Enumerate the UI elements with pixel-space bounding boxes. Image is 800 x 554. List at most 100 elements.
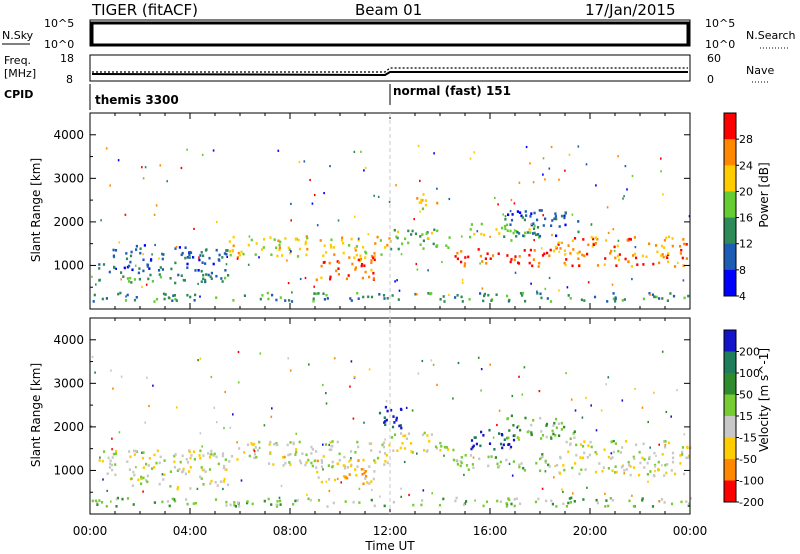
data-cell xyxy=(513,202,516,205)
data-cell xyxy=(328,448,331,452)
data-cell xyxy=(297,238,300,242)
data-cell xyxy=(158,273,161,276)
data-cell xyxy=(617,449,620,453)
data-cell xyxy=(615,470,618,474)
data-cell xyxy=(455,459,458,462)
data-cell xyxy=(603,263,606,266)
data-cell xyxy=(202,273,205,277)
data-cell xyxy=(478,457,481,461)
data-cell xyxy=(510,258,513,261)
data-cell xyxy=(146,264,150,267)
data-cell xyxy=(673,472,677,476)
data-cell xyxy=(158,482,161,486)
data-cell xyxy=(401,242,404,246)
data-cell xyxy=(350,299,353,302)
data-cell xyxy=(164,293,167,296)
data-cell xyxy=(544,470,547,473)
data-cell xyxy=(281,456,285,459)
data-cell xyxy=(472,444,475,448)
data-cell xyxy=(552,432,555,436)
data-cell xyxy=(494,456,497,459)
data-cell xyxy=(225,252,228,256)
data-cell xyxy=(117,159,120,162)
data-cell xyxy=(506,294,509,298)
data-cell xyxy=(142,253,144,256)
data-cell xyxy=(373,255,376,258)
data-cell xyxy=(299,277,302,281)
data-cell xyxy=(199,357,202,360)
data-cell xyxy=(344,500,347,503)
data-cell xyxy=(383,297,386,300)
data-cell xyxy=(374,461,377,464)
data-cell xyxy=(259,352,262,355)
data-cell xyxy=(647,420,649,424)
data-cell xyxy=(270,503,273,506)
data-cell xyxy=(213,406,216,409)
data-cell xyxy=(424,199,428,202)
data-cell xyxy=(252,448,255,452)
time-tick-label: 00:00 xyxy=(73,524,108,538)
data-cell xyxy=(541,455,544,458)
data-cell xyxy=(506,254,509,257)
data-cell xyxy=(554,434,557,437)
data-cell xyxy=(664,440,667,443)
data-cell xyxy=(178,246,181,249)
data-cell xyxy=(125,252,128,255)
data-cell xyxy=(177,273,180,277)
data-cell xyxy=(526,231,529,234)
data-cell xyxy=(573,436,576,439)
data-cell xyxy=(201,153,204,156)
data-cell xyxy=(363,421,365,424)
data-cell xyxy=(481,260,484,263)
data-cell xyxy=(163,297,166,301)
data-cell xyxy=(370,295,374,299)
data-cell xyxy=(534,233,538,237)
data-cell xyxy=(460,456,463,459)
data-cell xyxy=(322,455,325,458)
data-cell xyxy=(197,282,199,285)
data-cell xyxy=(236,257,239,260)
data-cell xyxy=(343,464,347,468)
data-cell xyxy=(309,498,312,502)
data-cell xyxy=(601,469,604,473)
data-cell xyxy=(436,244,439,247)
data-cell xyxy=(304,240,308,244)
data-cell xyxy=(553,476,555,479)
data-cell xyxy=(225,263,228,266)
data-cell xyxy=(626,188,628,191)
data-cell xyxy=(653,391,655,394)
data-cell xyxy=(287,453,290,457)
data-cell xyxy=(628,499,631,503)
data-cell xyxy=(169,470,172,473)
data-cell xyxy=(229,250,232,253)
data-cell xyxy=(333,253,336,256)
data-cell xyxy=(459,464,462,468)
data-cell xyxy=(572,248,575,251)
data-cell xyxy=(551,219,554,222)
data-cell xyxy=(571,264,574,268)
data-cell xyxy=(511,474,514,477)
data-cell xyxy=(548,254,551,258)
data-cell xyxy=(521,291,525,295)
data-cell xyxy=(372,271,375,275)
data-cell xyxy=(320,465,324,469)
data-cell xyxy=(363,264,366,267)
data-cell xyxy=(678,245,682,248)
data-cell xyxy=(676,389,678,392)
data-cell xyxy=(470,447,473,451)
data-cell xyxy=(362,468,365,471)
freq-label-line1: Freq. xyxy=(4,54,31,67)
data-cell xyxy=(385,400,388,403)
data-cell xyxy=(513,229,516,232)
data-cell xyxy=(681,450,684,454)
data-cell xyxy=(270,415,273,418)
data-cell xyxy=(182,278,185,282)
freq-tick-top-right: 60 xyxy=(707,52,721,65)
data-cell xyxy=(497,252,500,255)
data-cell xyxy=(417,372,420,375)
data-cell xyxy=(548,167,551,170)
data-cell xyxy=(112,387,114,390)
data-cell xyxy=(422,247,425,250)
